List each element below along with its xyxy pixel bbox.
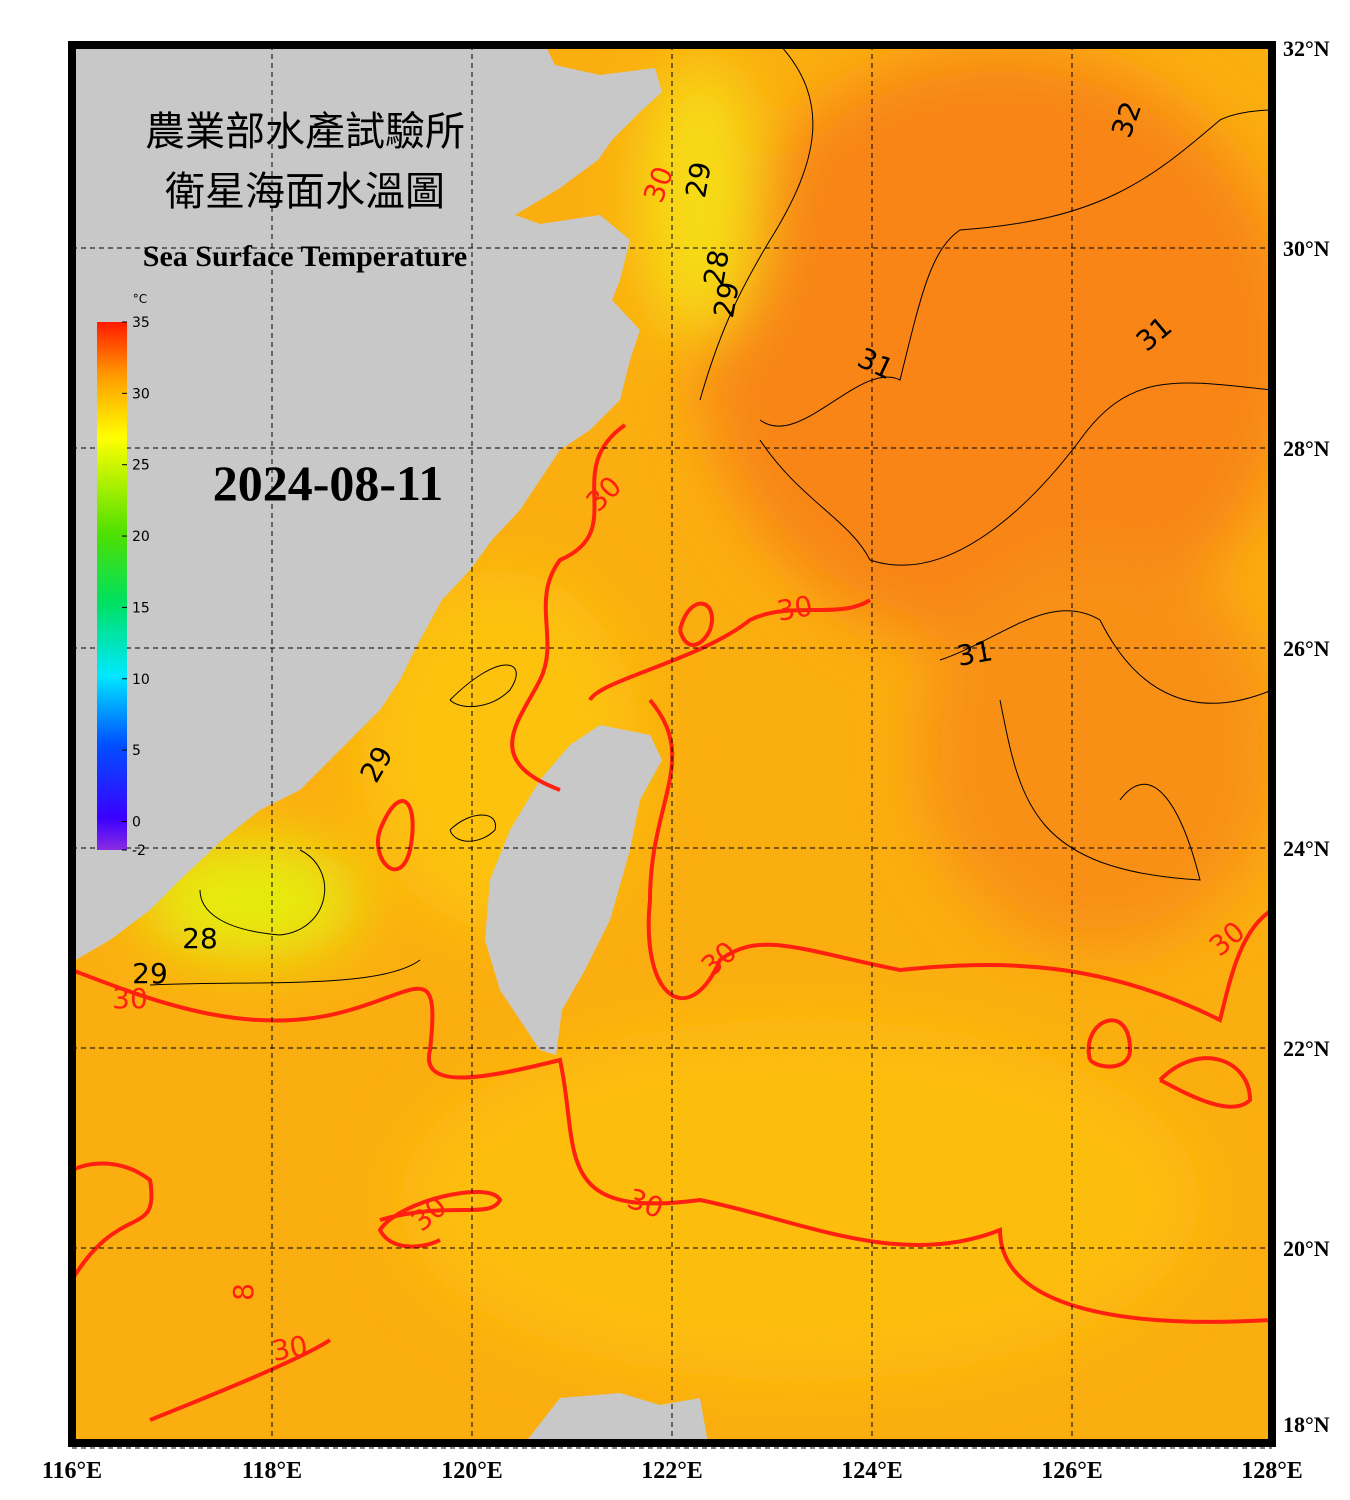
colorbar-tick-label: -2 <box>132 843 146 859</box>
y-tick-label: 26°N <box>1283 636 1330 661</box>
y-tick-label: 28°N <box>1283 436 1330 461</box>
map-frame <box>68 41 1276 1447</box>
contour-label: 29 <box>132 957 168 990</box>
colorbar-tick-label: 20 <box>132 529 150 545</box>
title-english: Sea Surface Temperature <box>143 240 467 273</box>
colorbar <box>97 322 127 850</box>
y-tick-label: 32°N <box>1283 36 1330 61</box>
x-tick-label: 116°E <box>42 1458 102 1484</box>
land-luzon <box>525 1393 708 1443</box>
colorbar-tick-label: 10 <box>132 672 150 688</box>
contour-label: 29 <box>679 159 718 200</box>
x-tick-label: 124°E <box>841 1458 903 1484</box>
contour-label: 28 <box>697 247 736 288</box>
contour-label: 31 <box>954 634 995 673</box>
x-tick-label: 126°E <box>1041 1458 1103 1484</box>
colorbar-tick-label: 25 <box>132 458 150 474</box>
x-tick-label: 118°E <box>242 1458 302 1484</box>
x-tick-label: 128°E <box>1241 1458 1303 1484</box>
y-tick-label: 22°N <box>1283 1036 1330 1061</box>
contour-label: 30 <box>269 1329 310 1368</box>
x-tick-label: 122°E <box>641 1458 703 1484</box>
title: 農業部水產試驗所 <box>145 109 465 154</box>
colorbar-unit: °C <box>133 292 147 306</box>
colorbar-tick-label: 0 <box>132 814 141 830</box>
colorbar-tick-label: 5 <box>132 743 141 759</box>
land-china <box>72 45 662 962</box>
y-tick-label: 18°N <box>1283 1412 1330 1437</box>
land-taiwan <box>485 725 662 1055</box>
contour-label: 30 <box>774 589 815 628</box>
y-tick-label: 20°N <box>1283 1236 1330 1261</box>
map-area <box>72 45 1272 1443</box>
y-tick-label: 24°N <box>1283 836 1330 861</box>
x-tick-label: 120°E <box>441 1458 503 1484</box>
contour-label: 8 <box>227 1283 260 1301</box>
contour-30 <box>72 423 1272 1422</box>
date: 2024-08-11 <box>213 455 444 511</box>
contour-lines <box>149 45 1272 986</box>
contour-label: 29 <box>707 279 746 320</box>
colorbar-tick-label: 35 <box>132 315 150 331</box>
y-tick-label: 30°N <box>1283 236 1330 261</box>
contour-label: 28 <box>182 922 218 955</box>
subtitle: 衛星海面水溫圖 <box>165 169 445 214</box>
contour-label: 30 <box>112 982 148 1015</box>
colorbar-tick-label: 30 <box>132 386 150 402</box>
colorbar-tick-label: 15 <box>132 600 150 616</box>
